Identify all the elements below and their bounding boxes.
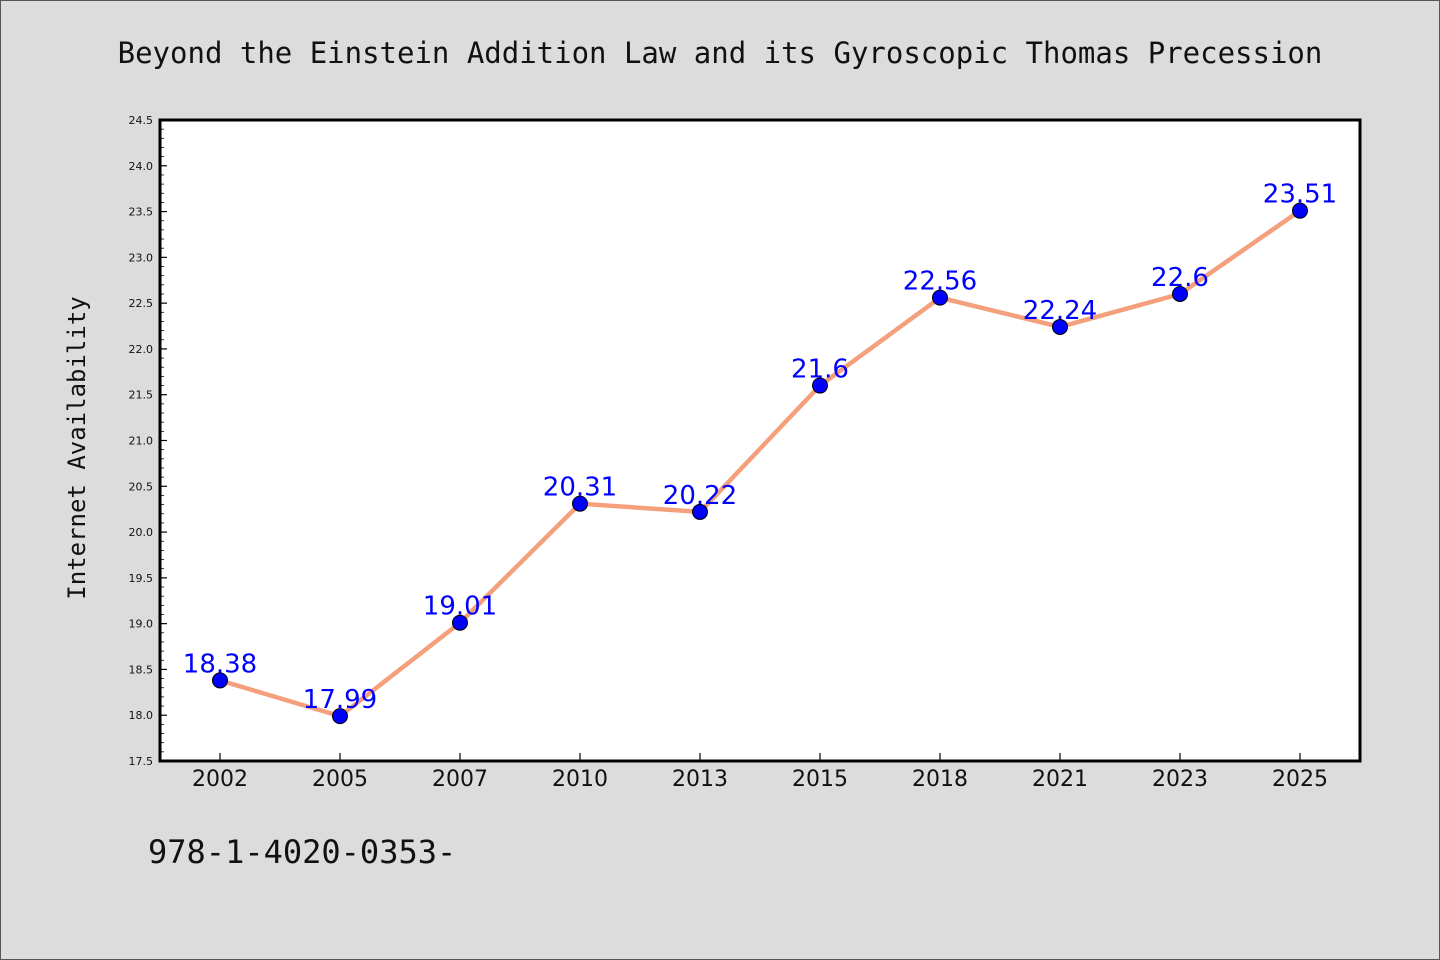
data-point-marker <box>812 377 828 394</box>
data-label: 23.51 <box>1263 180 1337 210</box>
x-tick-label: 2002 <box>192 767 248 792</box>
series-line <box>217 208 1303 719</box>
x-tick-label: 2025 <box>1272 767 1328 792</box>
y-axis-label: Internet Availability <box>63 296 91 599</box>
x-tick-label: 2015 <box>792 767 848 792</box>
y-tick-label: 23.5 <box>129 206 154 219</box>
y-tick-label: 22.5 <box>129 297 154 310</box>
y-tick-label: 17.5 <box>129 755 154 768</box>
x-axis: 2002 2005 2007 2010 2013 2015 2018 2021 2023 2025 <box>192 753 1328 792</box>
y-tick-label: 20.5 <box>129 480 154 493</box>
data-point-marker <box>452 614 468 631</box>
y-tick-label: 20.0 <box>129 526 154 539</box>
y-tick-label: 18.5 <box>129 663 154 676</box>
data-label: 18.38 <box>183 649 257 679</box>
data-point-marker <box>1292 202 1308 219</box>
x-tick-label: 2018 <box>912 767 968 792</box>
data-point-marker <box>1052 318 1068 335</box>
data-label: 22.6 <box>1151 263 1209 293</box>
data-label: 20.22 <box>663 481 737 511</box>
x-tick-label: 2007 <box>432 767 488 792</box>
data-point-marker <box>1172 285 1188 302</box>
footnote: 978-1-4020-0353- <box>148 833 456 871</box>
y-axis: 17.5 18.0 18.5 19.0 19.5 20.0 20.5 21.0 21.5 22.0… <box>129 114 167 768</box>
y-tick-label: 19.0 <box>129 618 154 631</box>
data-label: 17.99 <box>303 685 377 715</box>
data-label: 20.31 <box>543 473 617 503</box>
x-tick-label: 2010 <box>552 767 608 792</box>
x-tick-label: 2023 <box>1152 767 1208 792</box>
chart-title: Beyond the Einstein Addition Law and its… <box>118 36 1323 70</box>
data-point-marker <box>572 495 588 512</box>
data-point-marker <box>212 672 228 689</box>
data-labels: 18.38 17.99 19.01 20.31 20.22 21.6 22.56 22.24 2… <box>183 180 1337 715</box>
data-point-marker <box>692 503 708 520</box>
y-tick-label: 22.0 <box>129 343 154 356</box>
data-label: 22.56 <box>903 267 977 297</box>
x-tick-label: 2005 <box>312 767 368 792</box>
data-point-marker <box>932 289 948 306</box>
data-label: 19.01 <box>423 592 497 622</box>
x-tick-label: 2013 <box>672 767 728 792</box>
y-tick-label: 19.5 <box>129 572 154 585</box>
y-tick-label: 23.0 <box>129 251 154 264</box>
y-tick-label: 24.0 <box>129 160 154 173</box>
plot-area <box>158 118 1362 763</box>
data-label: 21.6 <box>791 355 849 385</box>
data-label: 22.24 <box>1023 296 1097 326</box>
y-tick-label: 24.5 <box>129 114 154 127</box>
y-tick-label: 21.5 <box>129 389 154 402</box>
series-line-group <box>212 202 1308 725</box>
y-tick-label: 21.0 <box>129 435 154 448</box>
y-tick-label: 18.0 <box>129 709 154 722</box>
data-point-marker <box>332 708 348 725</box>
x-tick-label: 2021 <box>1032 767 1088 792</box>
